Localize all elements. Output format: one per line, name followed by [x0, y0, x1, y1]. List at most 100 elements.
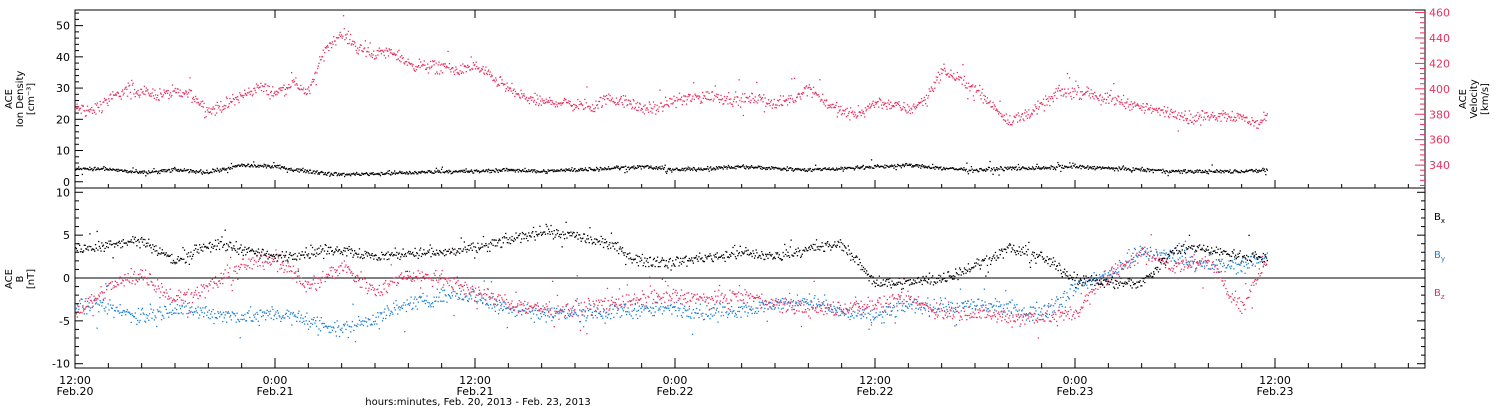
density-point: [490, 169, 492, 172]
velocity-point: [280, 87, 282, 89]
density-point: [700, 167, 702, 169]
density-point: [887, 165, 889, 168]
density-point: [515, 169, 517, 171]
velocity-point: [354, 42, 356, 44]
density-point: [465, 168, 467, 170]
velocity-point: [476, 65, 478, 68]
velocity-point: [738, 79, 740, 81]
density-point: [696, 168, 698, 171]
density-point: [612, 167, 614, 170]
density-point: [311, 172, 313, 174]
density-point: [1175, 170, 1177, 172]
velocity-point: [305, 93, 308, 96]
by-point: [226, 312, 229, 314]
velocity-point: [122, 94, 124, 96]
density-point: [1198, 169, 1201, 171]
by-point: [878, 314, 880, 316]
density-point: [297, 170, 299, 172]
density-point: [455, 170, 457, 172]
velocity-point: [782, 104, 784, 107]
velocity-point: [1203, 116, 1205, 118]
by-point: [263, 311, 265, 313]
density-point: [895, 169, 897, 171]
by-point: [762, 302, 764, 304]
velocity-point: [385, 47, 387, 49]
density-point: [1221, 170, 1223, 172]
density-point: [470, 169, 472, 171]
density-point: [1242, 171, 1244, 173]
by-point: [430, 306, 432, 308]
density-point: [1116, 167, 1118, 170]
velocity-point: [484, 69, 486, 71]
density-point: [930, 167, 932, 170]
velocity-point: [714, 85, 716, 87]
velocity-point: [351, 43, 353, 45]
by-point: [775, 298, 777, 300]
velocity-point: [455, 66, 457, 68]
velocity-point: [398, 49, 400, 51]
density-point: [501, 170, 503, 172]
by-point: [895, 315, 897, 318]
velocity-point: [197, 98, 199, 100]
density-point: [597, 168, 599, 170]
by-point: [1186, 263, 1188, 265]
by-point: [379, 312, 381, 314]
by-point: [1095, 278, 1097, 280]
velocity-point: [742, 114, 744, 117]
by-point: [183, 302, 185, 304]
density-point: [1066, 166, 1068, 168]
by-point: [77, 305, 79, 307]
density-point: [497, 171, 499, 174]
by-point: [744, 311, 746, 313]
density-point: [994, 170, 996, 172]
density-point: [558, 170, 560, 172]
velocity-point: [998, 111, 1000, 113]
velocity-point: [1250, 123, 1252, 125]
by-point: [445, 295, 447, 297]
density-point: [958, 168, 961, 170]
by-point: [967, 300, 970, 302]
velocity-point: [826, 99, 828, 101]
density-point: [458, 170, 461, 172]
density-point: [1128, 169, 1131, 171]
velocity-point: [857, 115, 859, 117]
velocity-point: [743, 101, 745, 103]
by-point: [1076, 282, 1078, 285]
density-point: [995, 168, 997, 171]
by-point: [186, 312, 188, 315]
velocity-point: [424, 64, 426, 66]
velocity-point: [337, 37, 339, 39]
density-point: [519, 170, 522, 172]
density-point: [1187, 169, 1189, 172]
density-point: [272, 167, 274, 169]
velocity-tick-label: 380: [1429, 108, 1450, 121]
density-point: [540, 170, 543, 173]
density-point: [593, 168, 595, 171]
density-point: [291, 169, 294, 171]
velocity-point: [204, 117, 206, 119]
density-point: [305, 172, 307, 174]
velocity-point: [568, 103, 571, 105]
velocity-point: [709, 99, 711, 101]
velocity-point: [396, 59, 398, 61]
by-point: [897, 310, 899, 312]
by-point: [803, 301, 805, 303]
by-point: [720, 315, 722, 317]
density-point: [340, 173, 342, 175]
velocity-point: [1089, 93, 1091, 95]
velocity-point: [1178, 112, 1180, 114]
velocity-point: [789, 101, 791, 104]
density-point: [224, 168, 227, 170]
density-point: [1063, 167, 1065, 169]
velocity-point: [903, 102, 905, 104]
velocity-point: [906, 104, 909, 106]
density-point: [1106, 167, 1108, 169]
density-point: [647, 165, 649, 167]
by-point: [1263, 257, 1265, 260]
by-point: [519, 310, 521, 312]
velocity-point: [1159, 114, 1161, 116]
velocity-point: [696, 95, 698, 97]
by-point: [1081, 285, 1083, 287]
density-point: [859, 167, 862, 169]
velocity-point: [763, 94, 765, 96]
